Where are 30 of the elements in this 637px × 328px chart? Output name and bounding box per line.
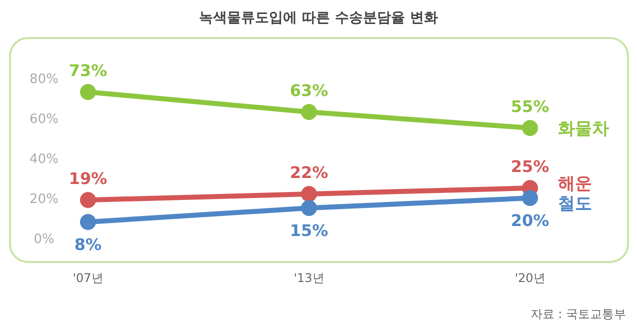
series-label: 화물차 — [558, 119, 609, 139]
data-label: 63% — [290, 81, 328, 100]
point — [301, 104, 317, 120]
data-label: 19% — [68, 169, 108, 188]
chart-title: 녹색물류도입에 따른 수송분담율 변화 — [199, 10, 438, 26]
data-label: 15% — [290, 221, 328, 240]
y-tick-label: 0% — [34, 232, 54, 247]
y-tick-label: 40% — [30, 152, 58, 167]
y-tick-label: 80% — [30, 72, 58, 87]
data-label: 8% — [74, 235, 102, 254]
series-label: 해운 — [558, 174, 592, 194]
x-tick-label: '13년 — [294, 271, 324, 285]
point — [301, 200, 317, 216]
series-label: 철도 — [558, 194, 592, 214]
data-label: 22% — [290, 163, 328, 182]
text: 자료 : 국토교통부 — [530, 307, 626, 321]
x-tick-label: '20년 — [514, 271, 546, 285]
point — [301, 186, 317, 202]
data-label: 25% — [510, 157, 550, 176]
x-tick-label: '07년 — [72, 271, 104, 285]
data-label: 73% — [68, 61, 108, 80]
point — [80, 192, 96, 208]
data-label: 55% — [510, 97, 550, 116]
data-label: 20% — [510, 211, 550, 230]
point — [80, 214, 96, 230]
point — [80, 84, 96, 100]
point — [522, 190, 538, 206]
y-tick-label: 20% — [30, 192, 58, 207]
y-tick-label: 60% — [30, 112, 58, 127]
point — [522, 120, 538, 136]
